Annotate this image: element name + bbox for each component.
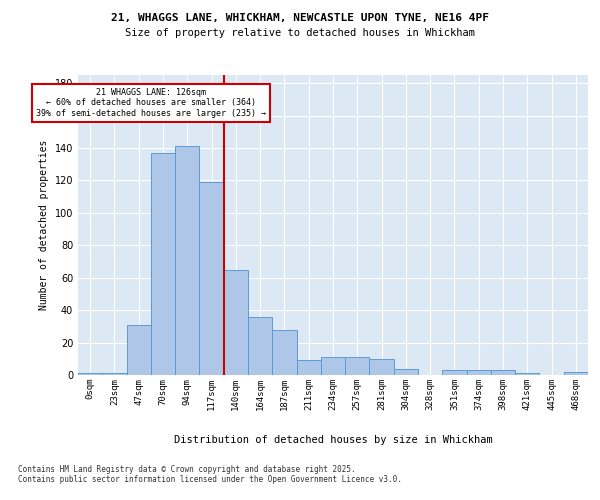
- Y-axis label: Number of detached properties: Number of detached properties: [39, 140, 49, 310]
- Bar: [370, 359, 394, 375]
- Bar: [175, 146, 199, 375]
- Bar: [199, 182, 224, 375]
- Bar: [467, 370, 491, 375]
- Text: 21, WHAGGS LANE, WHICKHAM, NEWCASTLE UPON TYNE, NE16 4PF: 21, WHAGGS LANE, WHICKHAM, NEWCASTLE UPO…: [111, 12, 489, 22]
- Bar: [345, 357, 370, 375]
- Bar: [102, 374, 127, 375]
- Bar: [151, 153, 175, 375]
- Bar: [491, 370, 515, 375]
- Bar: [321, 357, 345, 375]
- Text: Size of property relative to detached houses in Whickham: Size of property relative to detached ho…: [125, 28, 475, 38]
- Text: 21 WHAGGS LANE: 126sqm
← 60% of detached houses are smaller (364)
39% of semi-de: 21 WHAGGS LANE: 126sqm ← 60% of detached…: [36, 88, 266, 118]
- Bar: [394, 368, 418, 375]
- Bar: [564, 372, 588, 375]
- Bar: [224, 270, 248, 375]
- Bar: [442, 370, 467, 375]
- Bar: [296, 360, 321, 375]
- Bar: [272, 330, 296, 375]
- Text: Distribution of detached houses by size in Whickham: Distribution of detached houses by size …: [173, 435, 493, 445]
- Bar: [127, 324, 151, 375]
- Bar: [248, 316, 272, 375]
- Text: Contains HM Land Registry data © Crown copyright and database right 2025.
Contai: Contains HM Land Registry data © Crown c…: [18, 465, 402, 484]
- Bar: [515, 374, 539, 375]
- Bar: [78, 374, 102, 375]
